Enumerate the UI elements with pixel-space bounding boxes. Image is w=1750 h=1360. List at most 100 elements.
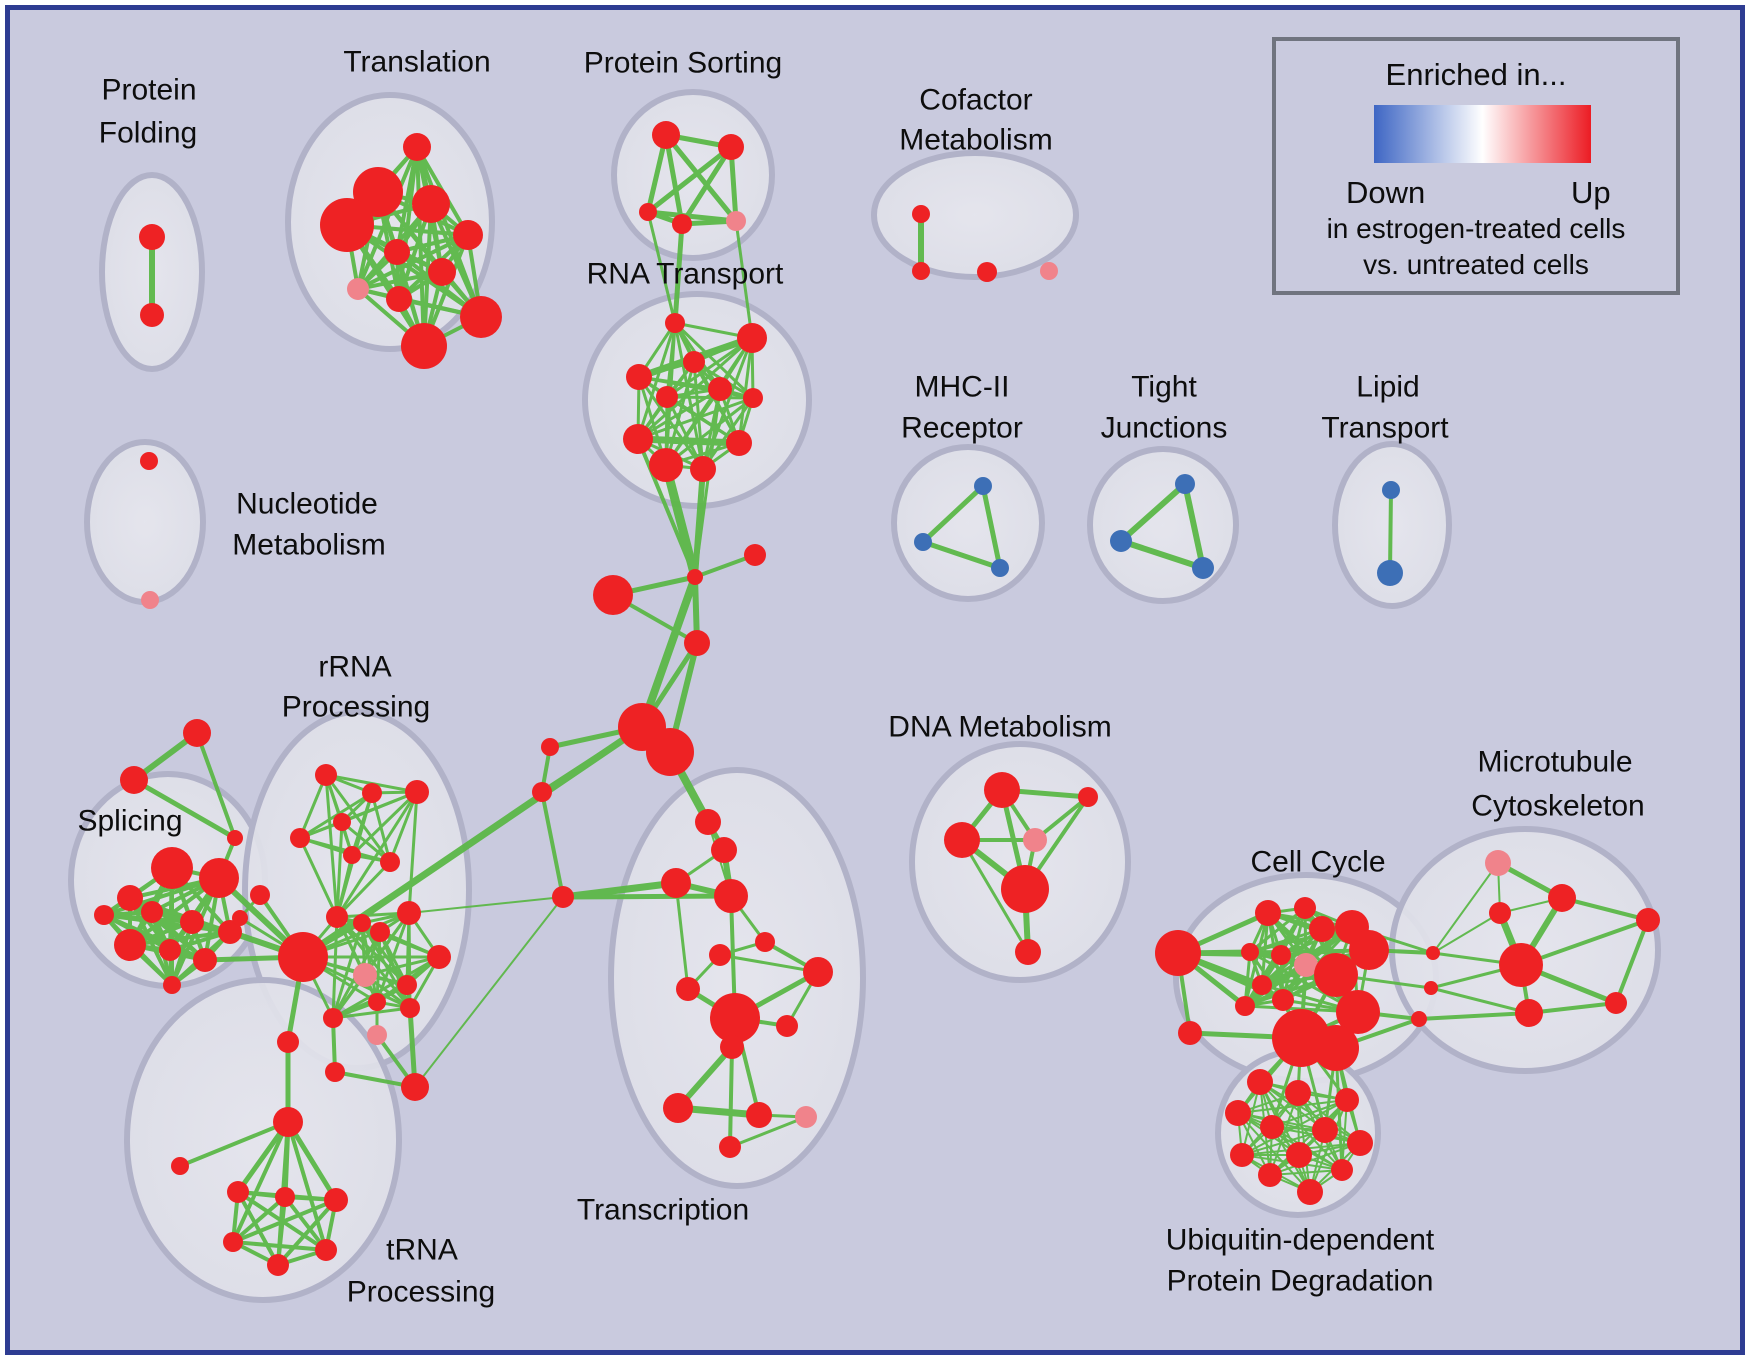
edge-mh0-mh1 bbox=[920, 483, 986, 545]
node-q9 bbox=[710, 993, 760, 1043]
node-rt6 bbox=[743, 388, 763, 408]
cluster-label-nucleotide-metabolism-line2: Metabolism bbox=[232, 529, 385, 562]
node-tj2 bbox=[1192, 557, 1214, 579]
edge-tj0-tj2 bbox=[1182, 481, 1206, 571]
node-b2 bbox=[1335, 1088, 1359, 1112]
node-q7 bbox=[803, 957, 833, 987]
cluster-label-rrna-processing-line1: rRNA bbox=[318, 651, 391, 684]
edge-tr4-tr5 bbox=[231, 1198, 338, 1244]
node-h5 bbox=[646, 728, 694, 776]
node-tr5 bbox=[223, 1232, 243, 1252]
edge-h1-h4 bbox=[638, 573, 699, 731]
node-tr4 bbox=[324, 1188, 348, 1212]
edge-w1-v4 bbox=[1429, 986, 1531, 1015]
edge-tr0-tr4 bbox=[285, 1119, 339, 1203]
node-t1 bbox=[353, 167, 403, 217]
node-q3 bbox=[714, 879, 748, 913]
node-ps3 bbox=[672, 214, 692, 234]
node-tj1 bbox=[1110, 530, 1132, 552]
edge-k1-k5 bbox=[1248, 906, 1307, 954]
node-sp8 bbox=[159, 939, 181, 961]
edge-ps1-ps3 bbox=[679, 144, 734, 227]
node-v1 bbox=[1548, 884, 1576, 912]
edge-tr0-tr1 bbox=[178, 1120, 290, 1168]
edge-rr15-rr18 bbox=[335, 911, 411, 919]
node-q0 bbox=[695, 809, 721, 835]
edge-sp6-sp7 bbox=[128, 930, 232, 947]
edge-rr0-rr21 bbox=[324, 773, 392, 864]
node-rr7 bbox=[397, 975, 417, 995]
node-v6 bbox=[1636, 908, 1660, 932]
node-rr5 bbox=[353, 963, 377, 987]
edge-ps0-ps3 bbox=[663, 132, 685, 227]
edge-ps4-rt1 bbox=[734, 219, 754, 340]
edge-rr9-rr16 bbox=[331, 921, 364, 1020]
node-x0 bbox=[183, 719, 211, 747]
node-d0 bbox=[984, 772, 1020, 808]
node-rt2 bbox=[683, 351, 705, 373]
node-t2 bbox=[320, 198, 374, 252]
node-tr0 bbox=[273, 1107, 303, 1137]
cluster-label-translation: Translation bbox=[343, 46, 490, 79]
node-d2 bbox=[944, 822, 980, 858]
node-rr13 bbox=[325, 1062, 345, 1082]
edge-rr21-rr15 bbox=[335, 860, 392, 919]
node-k1 bbox=[1294, 897, 1316, 919]
node-rt10 bbox=[726, 430, 752, 456]
node-d5 bbox=[1015, 939, 1041, 965]
cluster-label-microtubule-cytoskeleton-line2: Cytoskeleton bbox=[1471, 790, 1644, 823]
edge-tj1-tj2 bbox=[1118, 538, 1206, 571]
node-sp0 bbox=[151, 847, 193, 889]
node-rr20 bbox=[343, 846, 361, 864]
node-rr12 bbox=[401, 1073, 429, 1101]
edge-x0-x2 bbox=[195, 731, 237, 840]
node-t7 bbox=[347, 278, 369, 300]
node-b6 bbox=[1347, 1130, 1373, 1156]
edge-rr2-rr21 bbox=[388, 790, 419, 864]
node-ps1 bbox=[718, 134, 744, 160]
node-rt1 bbox=[737, 323, 767, 353]
node-rt5 bbox=[708, 377, 732, 401]
node-q11 bbox=[720, 1035, 744, 1059]
edge-rr0-rr19 bbox=[298, 773, 328, 840]
node-t9 bbox=[460, 296, 502, 338]
cluster-label-rna-transport: RNA Transport bbox=[587, 258, 784, 291]
node-pf1 bbox=[140, 303, 164, 327]
edge-q6-q7 bbox=[718, 953, 820, 974]
cluster-label-nucleotide-metabolism-line1: Nucleotide bbox=[236, 488, 378, 521]
edge-ps1-ps2 bbox=[645, 144, 734, 215]
legend-subtitle-line2: vs. untreated cells bbox=[1363, 249, 1589, 280]
node-b9 bbox=[1258, 1163, 1282, 1187]
node-q8 bbox=[676, 977, 700, 1001]
edge-rr6-rr9 bbox=[331, 955, 441, 1020]
node-rr8 bbox=[368, 993, 386, 1011]
edge-mh0-mh2 bbox=[980, 483, 1003, 571]
edge-rt3-rt6 bbox=[637, 375, 755, 400]
node-tj0 bbox=[1175, 474, 1195, 494]
node-rr9 bbox=[323, 1008, 343, 1028]
edge-h7-q4 bbox=[540, 790, 565, 899]
node-k8 bbox=[1314, 953, 1358, 997]
edge-rt6-rt7 bbox=[636, 396, 755, 441]
edge-tj0-tj1 bbox=[1118, 481, 1188, 544]
edge-rt4-rt6 bbox=[665, 395, 755, 400]
edge-d2-d5 bbox=[960, 838, 1030, 954]
node-rr21 bbox=[380, 852, 400, 872]
node-b5 bbox=[1312, 1117, 1338, 1143]
node-ps2 bbox=[639, 203, 657, 221]
node-rr1 bbox=[362, 783, 382, 803]
cluster-label-rrna-processing-line2: Processing bbox=[282, 691, 430, 724]
node-h6 bbox=[541, 738, 559, 756]
edge-rr8-rr18 bbox=[375, 911, 411, 1004]
node-d4 bbox=[1001, 865, 1049, 913]
edge-ps2-rt0 bbox=[646, 210, 677, 325]
edge-q11-q15 bbox=[728, 1045, 734, 1149]
edge-rt3-rt9 bbox=[637, 375, 705, 471]
edge-v4-v5 bbox=[1527, 1001, 1618, 1015]
node-t8 bbox=[386, 286, 412, 312]
cluster-label-cell-cycle: Cell Cycle bbox=[1250, 846, 1385, 879]
edge-rt6-rt8 bbox=[664, 396, 755, 467]
edge-t6-t7 bbox=[356, 270, 444, 291]
